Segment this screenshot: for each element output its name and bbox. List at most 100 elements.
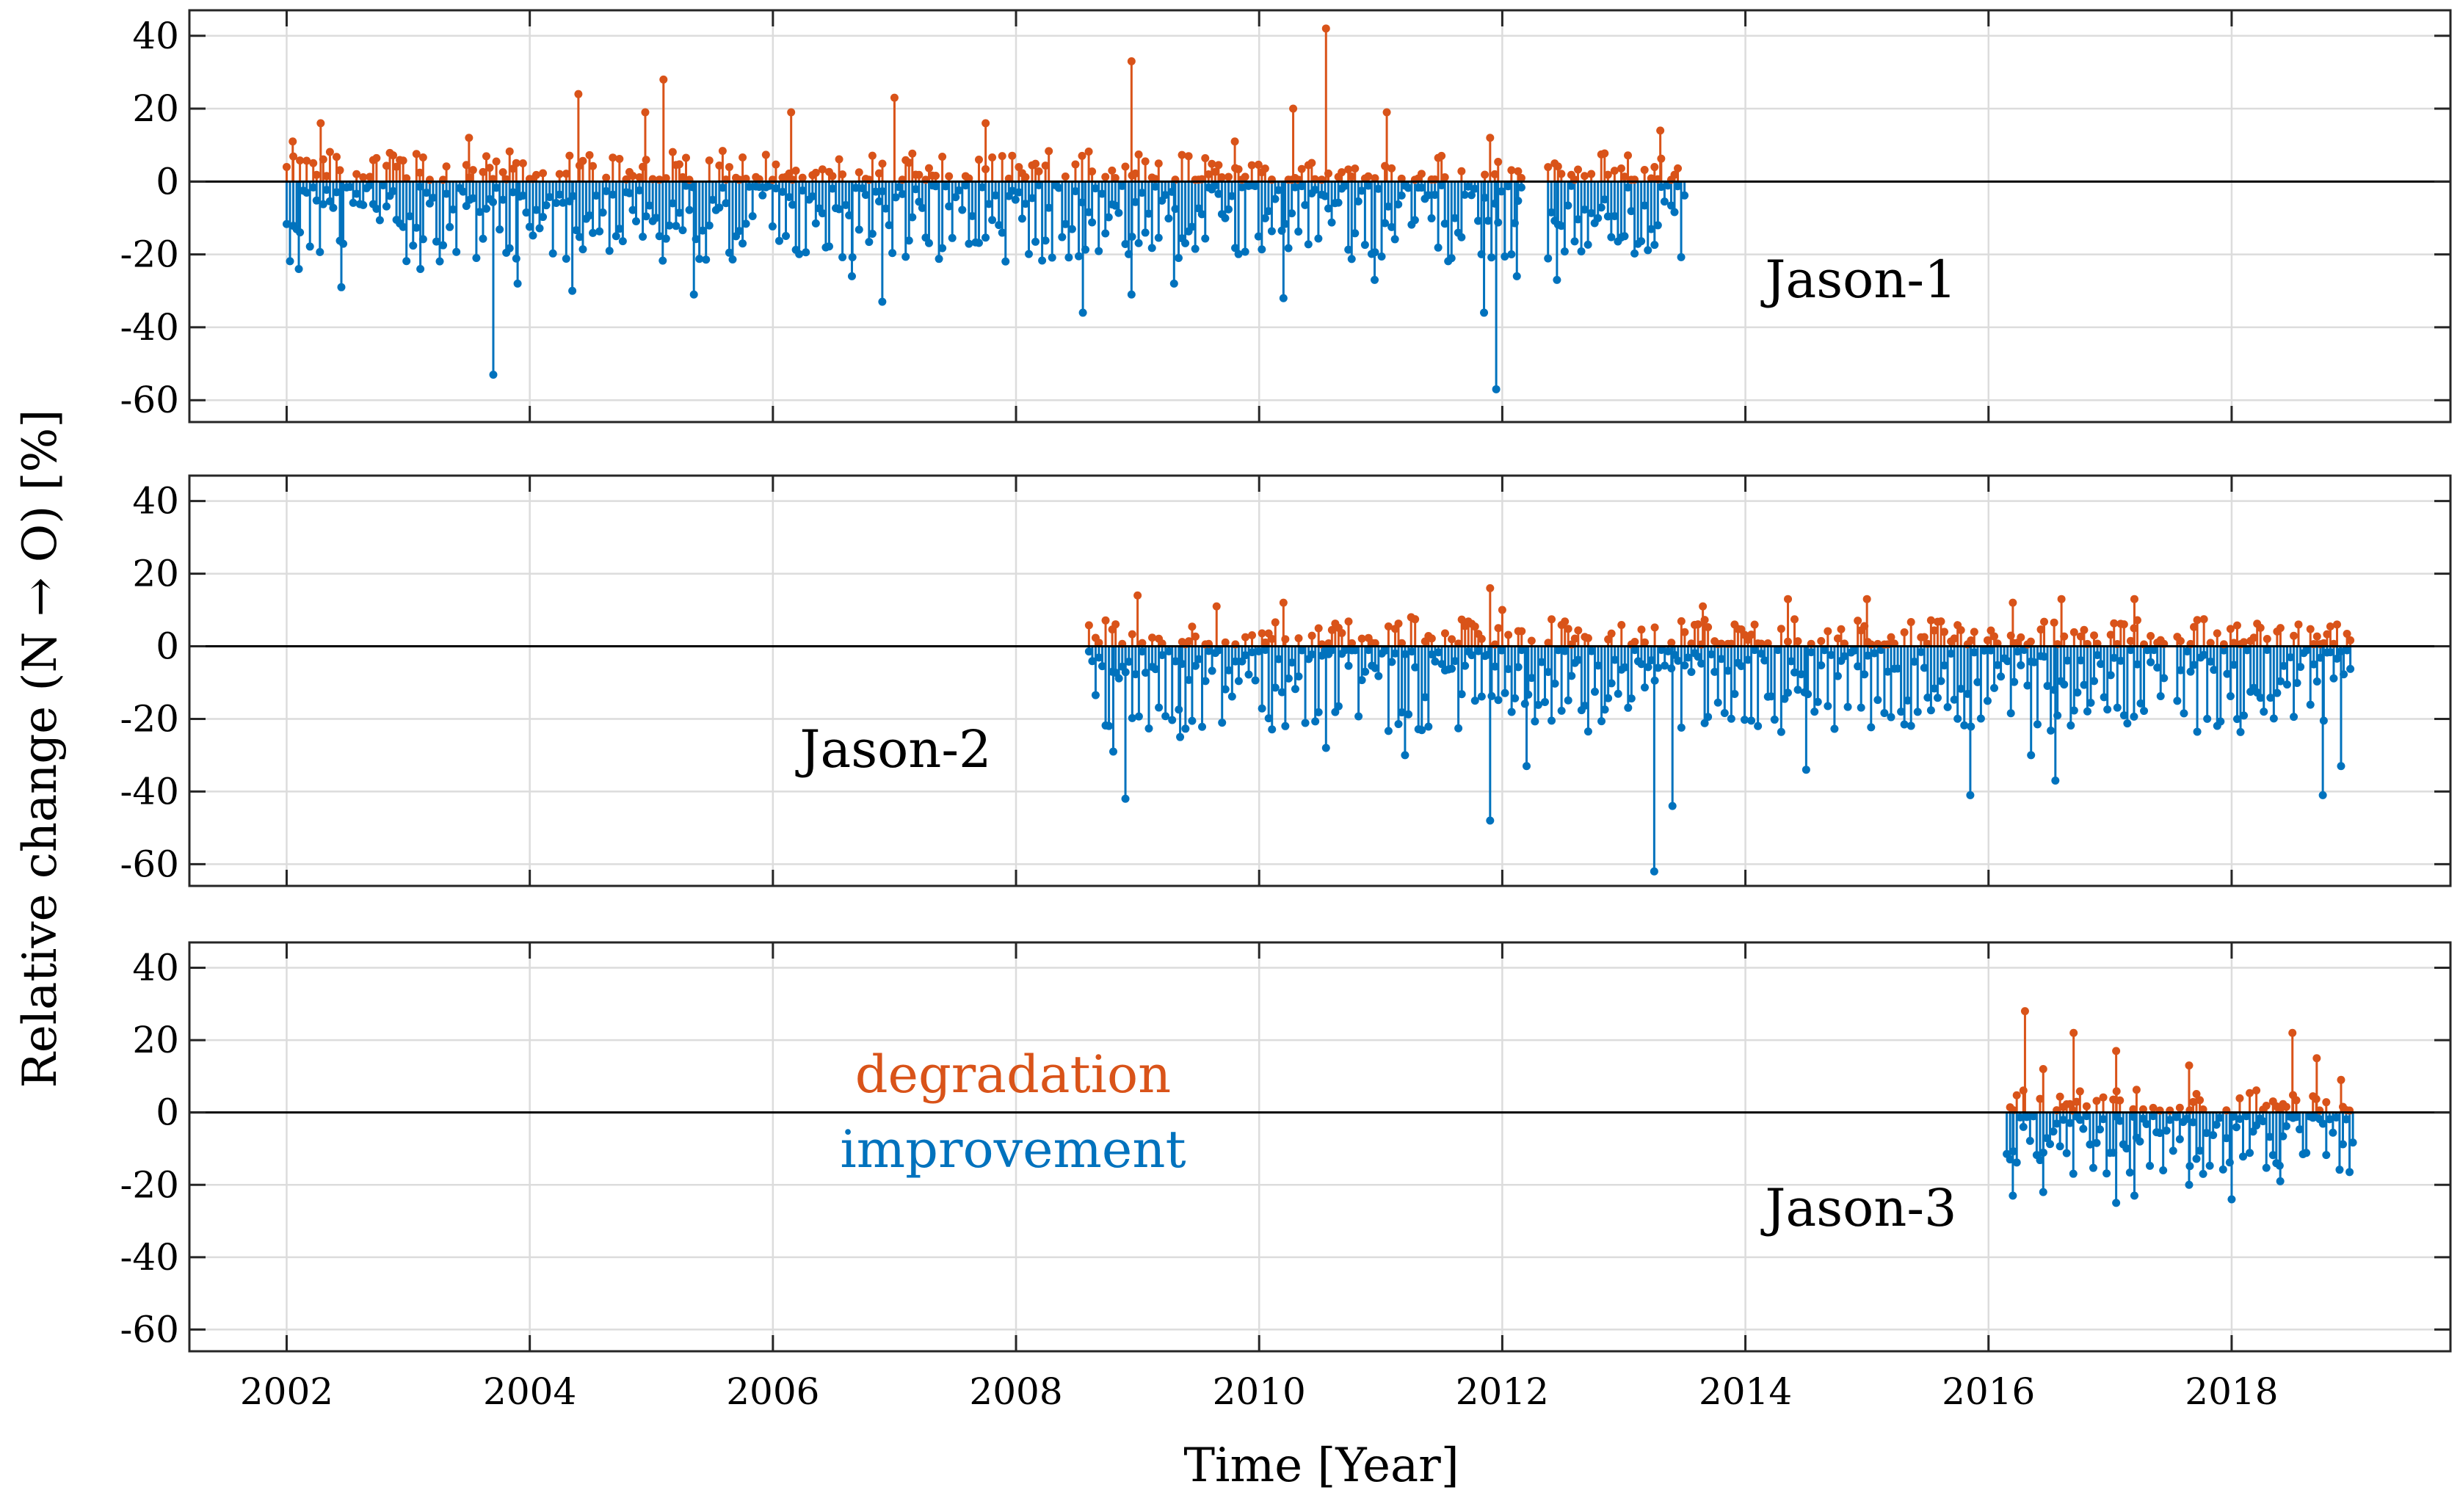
improvement-peak-marker	[1401, 751, 1409, 760]
improvement-marker	[1171, 657, 1180, 666]
degradation-marker	[322, 172, 331, 181]
improvement-marker	[1175, 705, 1183, 714]
improvement-marker	[2256, 694, 2265, 702]
improvement-marker	[1008, 186, 1017, 195]
degradation-marker	[2343, 629, 2351, 638]
degradation-marker	[1457, 615, 1466, 624]
improvement-marker	[1467, 191, 1476, 200]
improvement-marker	[835, 205, 843, 214]
improvement-marker	[1663, 647, 1672, 655]
improvement-marker	[2209, 1130, 2218, 1139]
improvement-marker	[1986, 646, 1995, 655]
improvement-marker	[1424, 191, 1433, 200]
improvement-marker	[2067, 721, 2075, 730]
improvement-marker	[1394, 200, 1403, 209]
degradation-marker	[2138, 1105, 2147, 1113]
improvement-marker	[468, 194, 477, 203]
improvement-marker	[286, 257, 294, 266]
improvement-marker	[505, 244, 514, 252]
improvement-marker	[2082, 1112, 2091, 1121]
improvement-marker	[2040, 653, 2049, 661]
improvement-peak-marker	[2051, 777, 2060, 785]
improvement-marker	[2059, 1116, 2068, 1124]
improvement-marker	[1361, 667, 1370, 676]
degradation-marker	[1154, 159, 1163, 168]
improvement-marker	[2325, 1115, 2334, 1124]
degradation-marker	[2110, 619, 2119, 628]
panel-label: Jason-2	[795, 719, 991, 779]
improvement-marker	[1125, 657, 1133, 666]
improvement-marker	[1956, 684, 1965, 693]
improvement-marker	[1611, 655, 1619, 664]
degradation-marker	[924, 164, 933, 172]
degradation-marker	[1364, 172, 1373, 181]
improvement-marker	[705, 221, 714, 230]
improvement-marker	[1607, 233, 1616, 241]
improvement-marker	[1298, 646, 1307, 655]
improvement-marker	[2086, 1140, 2094, 1149]
improvement-marker	[1254, 232, 1263, 241]
improvement-marker	[1164, 214, 1173, 223]
improvement-marker	[1221, 685, 1230, 694]
improvement-marker	[1201, 677, 1210, 686]
improvement-marker	[904, 236, 913, 245]
improvement-marker	[988, 216, 997, 225]
improvement-marker	[2060, 680, 2069, 689]
improvement-marker	[2083, 707, 2091, 716]
degradation-marker	[555, 170, 564, 178]
improvement-marker	[2252, 1121, 2261, 1130]
y-tick-label: -60	[120, 379, 179, 421]
improvement-marker	[1067, 225, 1076, 233]
improvement-marker	[1387, 222, 1396, 231]
y-tick-label: -20	[120, 233, 179, 276]
improvement-marker	[1547, 208, 1556, 217]
improvement-marker	[1457, 233, 1466, 241]
improvement-marker	[1564, 696, 1572, 705]
improvement-marker	[1291, 685, 1299, 694]
improvement-marker	[1434, 648, 1443, 657]
degradation-peak-marker	[1486, 584, 1495, 592]
degradation-marker	[2119, 620, 2128, 629]
improvement-marker	[1351, 229, 1360, 238]
improvement-marker	[1790, 668, 1799, 677]
improvement-marker	[2100, 693, 2108, 702]
degradation-peak-marker	[1862, 595, 1871, 603]
degradation-marker	[1101, 616, 1110, 625]
degradation-peak-marker	[2288, 1028, 2297, 1037]
improvement-marker	[1980, 646, 1989, 655]
degradation-marker	[874, 169, 883, 178]
improvement-peak-marker	[1480, 308, 1489, 317]
degradation-marker	[2323, 630, 2332, 639]
degradation-marker	[1564, 625, 1572, 633]
improvement-marker	[2332, 1113, 2340, 1122]
improvement-marker	[722, 199, 730, 208]
degradation-marker	[2175, 1103, 2184, 1112]
degradation-marker	[1986, 626, 1995, 635]
degradation-marker	[739, 153, 747, 161]
improvement-marker	[954, 186, 963, 195]
degradation-marker	[1045, 147, 1053, 156]
degradation-marker	[2196, 1096, 2205, 1105]
improvement-marker	[2006, 709, 2015, 718]
improvement-marker	[2223, 669, 2232, 678]
degradation-marker	[1351, 164, 1360, 173]
improvement-marker	[1238, 657, 1247, 666]
improvement-marker	[1484, 217, 1492, 225]
improvement-marker	[1244, 670, 1253, 679]
improvement-peak-marker	[1650, 867, 1658, 876]
improvement-marker	[1600, 705, 1609, 714]
improvement-marker	[698, 226, 707, 235]
improvement-marker	[1381, 646, 1390, 655]
improvement-marker	[2169, 1146, 2177, 1155]
improvement-marker	[1567, 672, 1576, 680]
improvement-marker	[1770, 715, 1779, 724]
improvement-marker	[2140, 707, 2149, 716]
improvement-marker	[2192, 1155, 2201, 1163]
improvement-marker	[1258, 245, 1266, 254]
improvement-marker	[449, 205, 457, 214]
degradation-marker	[1108, 166, 1117, 175]
improvement-marker	[555, 190, 564, 199]
degradation-marker	[1900, 628, 1909, 637]
improvement-marker	[429, 193, 438, 202]
degradation-marker	[2099, 1093, 2108, 1102]
